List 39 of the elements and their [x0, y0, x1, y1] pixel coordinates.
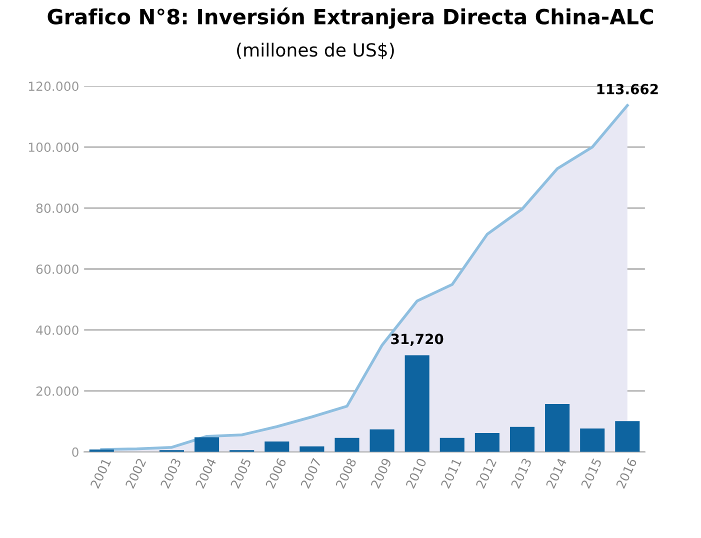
bar — [300, 446, 324, 452]
x-tick-label: 2013 — [510, 458, 532, 489]
annotation: 31,720 — [391, 334, 444, 346]
x-tick-label: 2015 — [580, 458, 602, 489]
y-tick-label: 100.000 — [28, 142, 78, 152]
y-tick-label: 60.000 — [36, 264, 78, 274]
x-tick-label: 2001 — [90, 458, 112, 489]
x-tick-label: 2008 — [335, 458, 357, 489]
chart-subtitle: (millones de US$) — [237, 42, 394, 60]
y-tick-label: 120.000 — [28, 82, 78, 92]
bar — [194, 437, 220, 452]
y-tick-label: 20.000 — [36, 386, 78, 396]
bar — [334, 438, 360, 452]
annotation: 113.662 — [597, 84, 658, 94]
x-tick-label: 2007 — [300, 458, 322, 489]
x-tick-label: 2003 — [160, 458, 182, 489]
bar — [615, 421, 640, 452]
x-tick-label: 2005 — [230, 458, 252, 489]
bar — [370, 429, 394, 452]
bar — [264, 442, 290, 452]
bar — [545, 404, 570, 452]
y-tick-label: 40.000 — [36, 325, 78, 335]
x-tick-label: 2009 — [370, 458, 392, 489]
x-tick-label: 2012 — [476, 458, 497, 489]
bar — [510, 426, 535, 452]
y-tick-label: 80.000 — [36, 204, 78, 213]
x-tick-label: 2010 — [405, 458, 427, 489]
bar — [580, 428, 605, 452]
x-tick-label: 2011 — [440, 458, 462, 489]
chart-title: Grafico N°8: Inversión Extranjera Directa China-ALC — [48, 8, 653, 29]
x-tick-label: 2004 — [195, 458, 217, 489]
x-tick-label: 2002 — [125, 458, 146, 489]
y-tick-label: 0 — [72, 447, 78, 457]
x-tick-label: 2016 — [616, 458, 638, 489]
bar — [404, 355, 430, 452]
x-tick-label: 2006 — [265, 458, 287, 489]
x-tick-label: 2014 — [546, 458, 568, 489]
bar — [440, 438, 464, 452]
bar — [474, 433, 500, 452]
